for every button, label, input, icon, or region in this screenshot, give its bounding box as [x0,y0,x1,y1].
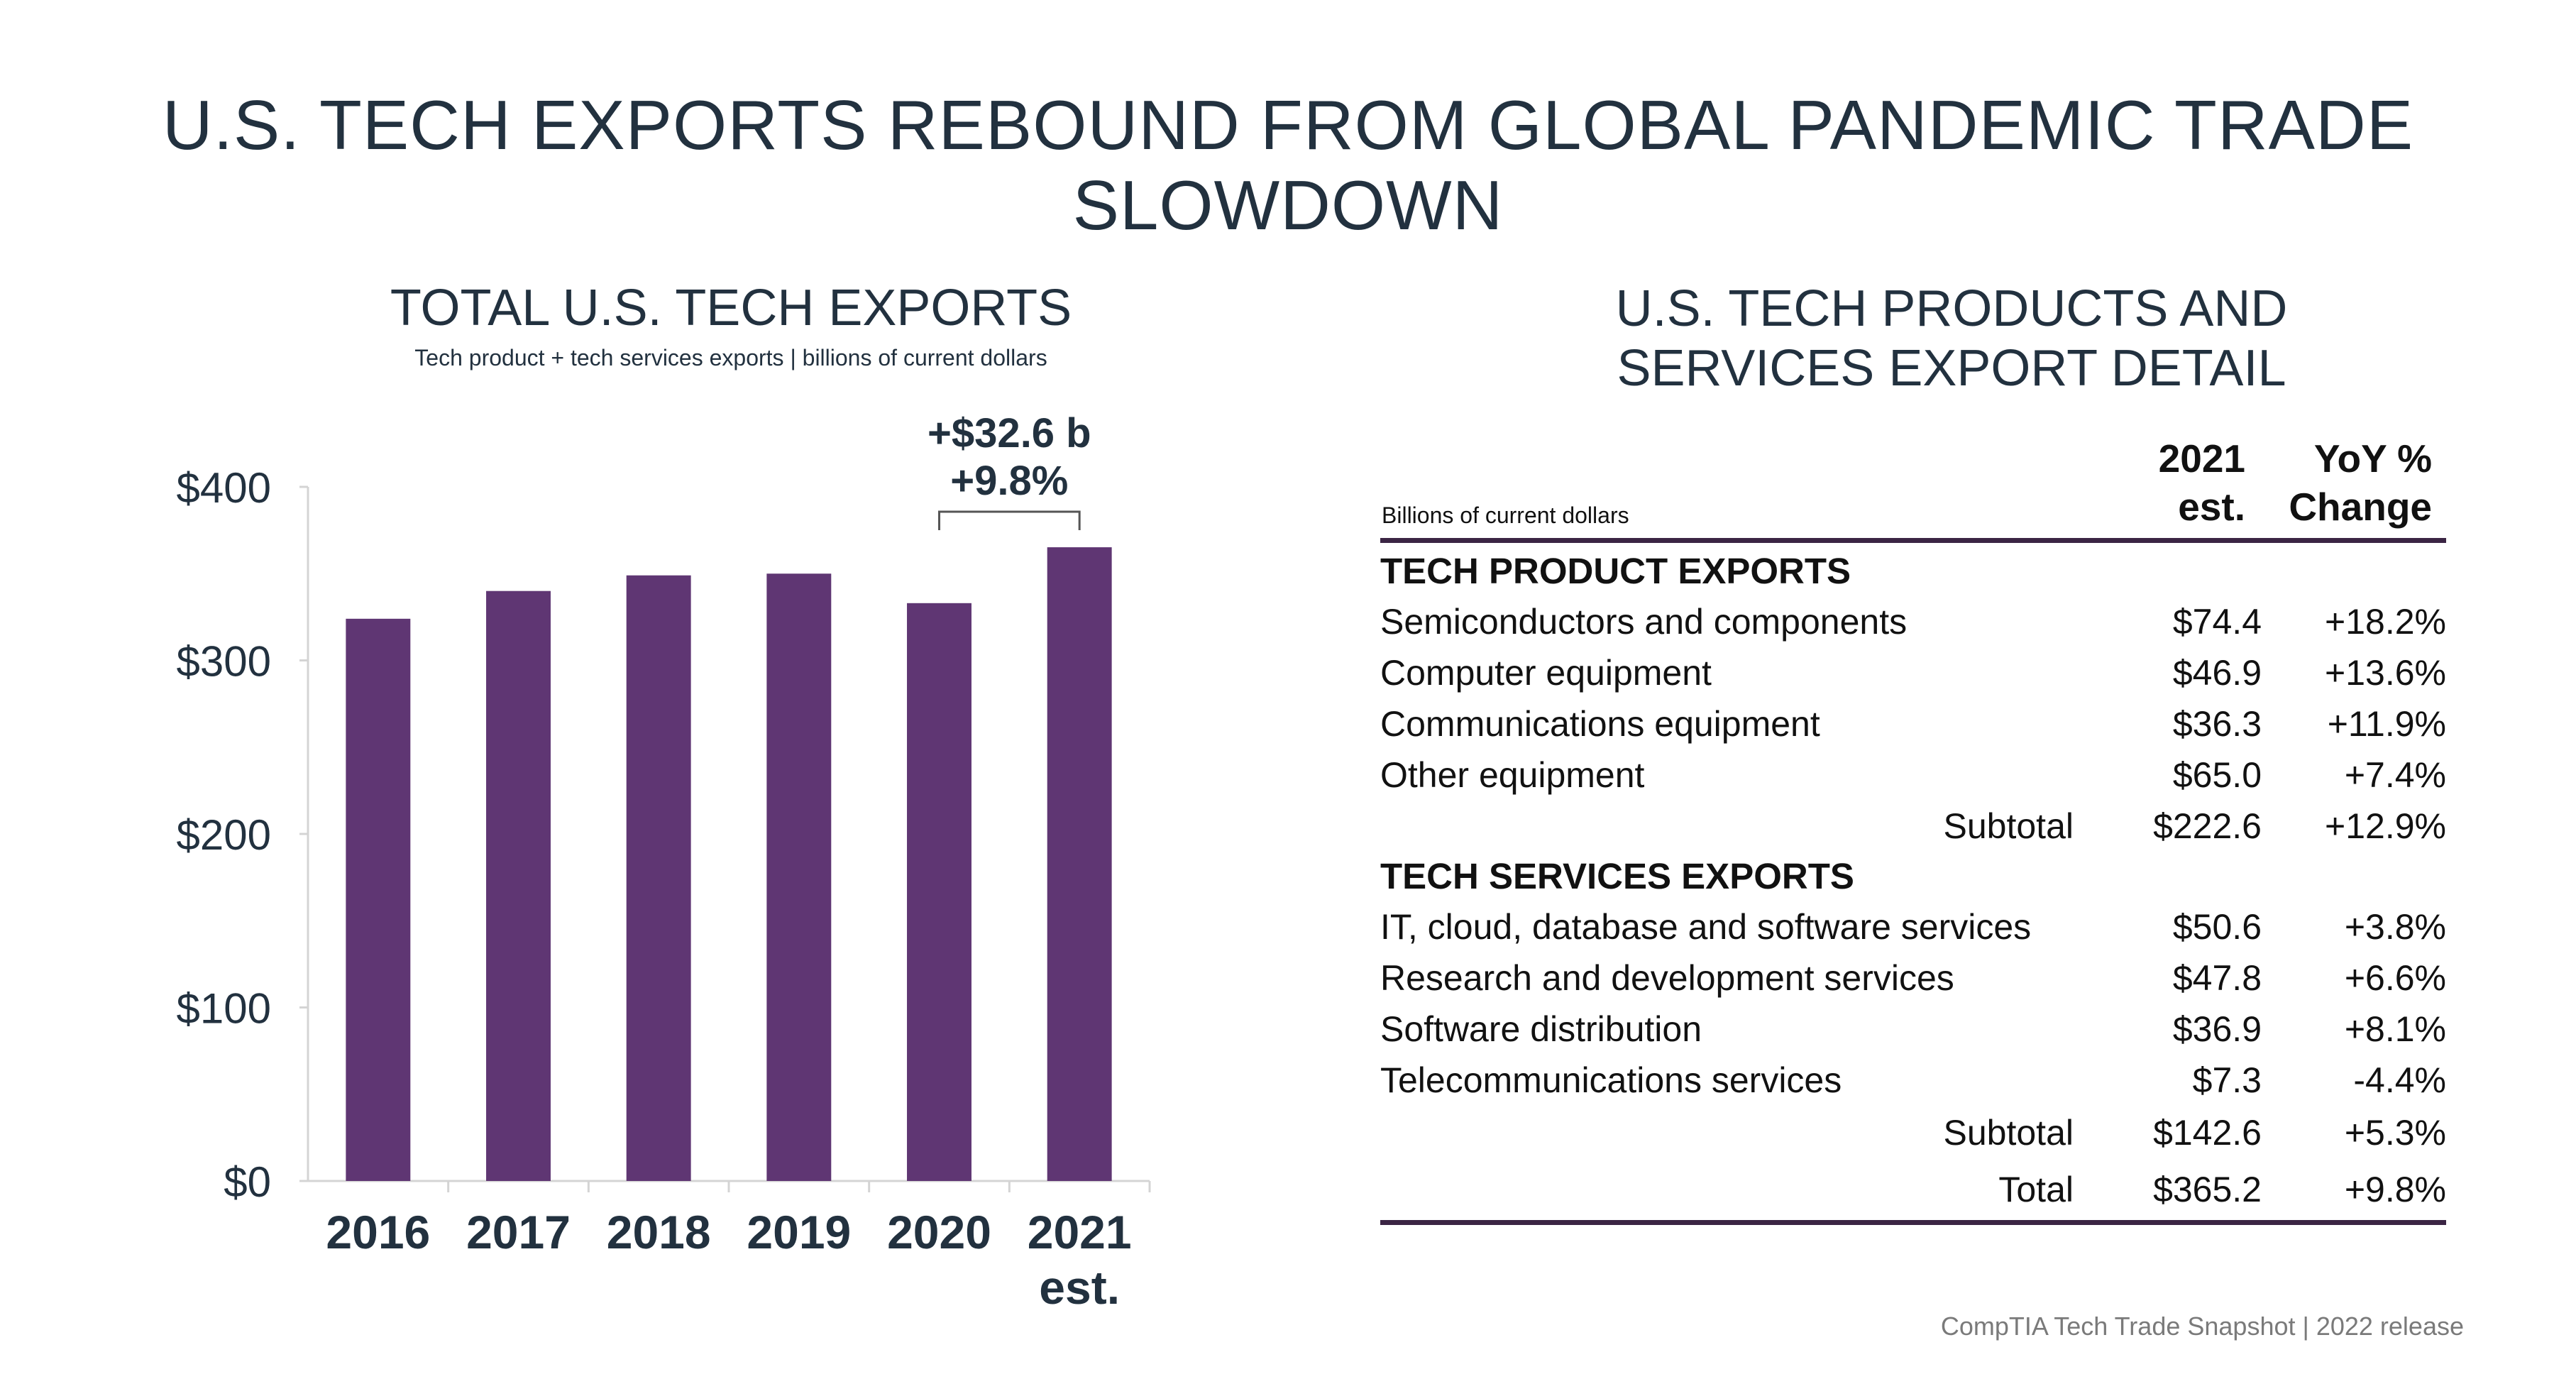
column-header-change-line1: YoY % [2313,436,2432,480]
row-change: +3.8% [2344,907,2446,947]
row-label: Other equipment [1380,755,1645,795]
subtotal-row-services: Subtotal $142.6 +5.3% [1380,1112,2446,1162]
row-label: Computer equipment [1380,653,1712,693]
bar [346,618,411,1181]
subtotal-row-products: Subtotal $222.6 +12.9% [1380,806,2446,855]
annotation-percent: +9.8% [950,458,1068,504]
row-change: +18.2% [2325,602,2446,642]
y-tick-label: $400 [177,464,271,512]
row-value: $46.9 [2172,653,2262,693]
row-change: +13.6% [2325,653,2446,693]
x-tick-label: 2021 est. [1028,1206,1132,1314]
bar [1047,547,1112,1181]
bar [766,573,832,1181]
column-header-value-line2: est. [2178,485,2245,529]
subtotal-value: $222.6 [2153,806,2262,846]
subtotal-label: Subtotal [1943,1113,2074,1153]
table-title-line2: SERVICES EXPORT DETAIL [1617,340,2286,397]
bar [486,590,551,1181]
row-label: Communications equipment [1380,704,1820,744]
table-row: Computer equipment $46.9 +13.6% [1380,652,2446,702]
page-title: U.S. TECH EXPORTS REBOUND FROM GLOBAL PA… [162,86,2414,244]
y-tick-label: $300 [177,638,271,686]
row-value: $50.6 [2172,907,2262,947]
bar [626,575,691,1181]
source-note: CompTIA Tech Trade Snapshot | 2022 relea… [1940,1312,2464,1341]
row-value: $74.4 [2172,602,2262,642]
row-label: Telecommunications services [1380,1060,1842,1100]
total-value: $365.2 [2153,1170,2262,1209]
x-tick-label: 2019 [747,1206,851,1258]
row-change: +11.9% [2327,704,2446,744]
subtotal-change: +5.3% [2344,1113,2446,1153]
row-value: $47.8 [2172,958,2262,998]
table-title: U.S. TECH PRODUCTS AND SERVICES EXPORT D… [1490,279,2413,398]
section-header-products: TECH PRODUCT EXPORTS [1380,551,1851,591]
bar-chart: $0 $100 $200 $300 $400 2016 2017 2018 2019 2020 20… [177,410,1151,1314]
table-row: Communications equipment $36.3 +11.9% [1380,703,2446,753]
row-value: $65.0 [2172,755,2262,795]
chart-subtitle: Tech product + tech services exports | b… [414,345,1047,370]
chart-title: TOTAL U.S. TECH EXPORTS [390,280,1072,336]
bar [907,603,971,1181]
subtotal-label: Subtotal [1943,806,2074,846]
row-change: +8.1% [2344,1009,2446,1049]
table-top-rule [1380,538,2446,543]
row-label: Software distribution [1380,1009,1702,1049]
total-change: +9.8% [2344,1170,2446,1209]
row-label: Research and development services [1380,958,1954,998]
row-value: $36.3 [2172,704,2262,744]
column-header-change-line2: Change [2289,485,2432,529]
column-header-change: YoY % Change [2289,434,2432,531]
table-bottom-rule [1380,1220,2446,1225]
annotation-bracket [938,510,1081,530]
x-tick-label: 2017 [466,1206,571,1258]
y-tick-label: $200 [177,811,271,859]
y-tick-label: $100 [177,985,271,1033]
annotation-amount: +$32.6 b [928,410,1091,456]
row-change: +7.4% [2344,755,2446,795]
subtotal-value: $142.6 [2153,1113,2262,1153]
y-tick-label: $0 [224,1158,271,1206]
total-label: Total [1998,1170,2074,1209]
row-change: +6.6% [2344,958,2446,998]
column-header-value-line1: 2021 [2158,436,2245,480]
column-header-value: 2021 est. [2159,434,2245,531]
table-row: IT, cloud, database and software service… [1380,906,2446,956]
row-change: -4.4% [2353,1060,2446,1100]
x-tick-label: 2020 [887,1206,991,1258]
table-row: Semiconductors and components $74.4 +18.… [1380,601,2446,651]
table-row: Other equipment $65.0 +7.4% [1380,754,2446,804]
x-tick-label: 2016 [326,1206,430,1258]
table-row: Software distribution $36.9 +8.1% [1380,1009,2446,1058]
subtotal-change: +12.9% [2325,806,2446,846]
row-label: Semiconductors and components [1380,602,1908,642]
units-label: Billions of current dollars [1382,502,1629,528]
table-row: Telecommunications services $7.3 -4.4% [1380,1060,2446,1109]
row-label: IT, cloud, database and software service… [1380,907,2032,947]
row-value: $7.3 [2192,1060,2262,1100]
x-tick-label: 2018 [607,1206,711,1258]
row-value: $36.9 [2172,1009,2262,1049]
table-title-line1: U.S. TECH PRODUCTS AND [1615,280,2288,337]
total-row: Total $365.2 +9.8% [1380,1169,2446,1219]
section-header-services: TECH SERVICES EXPORTS [1380,856,1854,896]
table-row: Research and development services $47.8 … [1380,957,2446,1007]
